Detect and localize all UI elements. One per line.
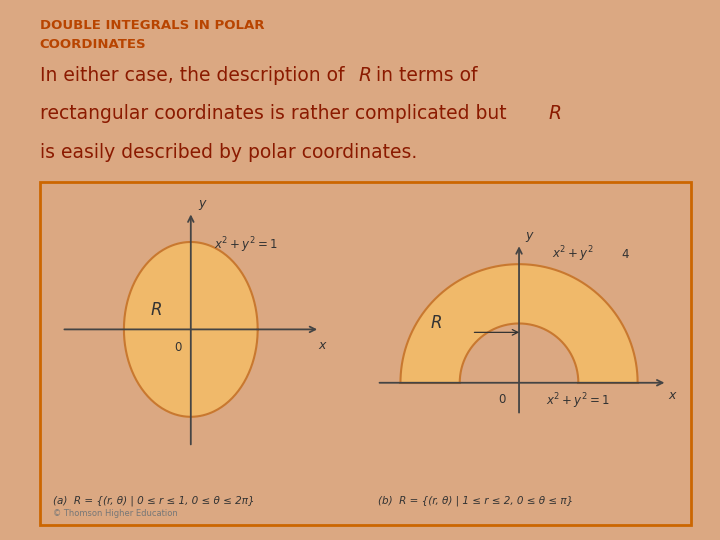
Polygon shape (124, 242, 258, 417)
Text: 4: 4 (621, 248, 629, 261)
Text: 0: 0 (174, 341, 181, 354)
Text: $x^2 + y^2 = 1$: $x^2 + y^2 = 1$ (546, 392, 609, 411)
Text: in terms of: in terms of (370, 66, 477, 85)
Text: COORDINATES: COORDINATES (40, 38, 146, 51)
Polygon shape (400, 264, 638, 383)
Text: R: R (359, 66, 372, 85)
Text: y: y (199, 197, 206, 210)
Text: R: R (549, 104, 562, 123)
Text: $x^2 + y^2 = 1$: $x^2 + y^2 = 1$ (214, 235, 277, 255)
Text: x: x (318, 339, 325, 352)
Text: $x^2 + y^2$: $x^2 + y^2$ (552, 244, 593, 264)
Text: y: y (525, 228, 532, 241)
Text: x: x (668, 389, 676, 402)
Text: R: R (431, 314, 442, 333)
Text: © Thomson Higher Education: © Thomson Higher Education (53, 509, 177, 518)
Text: 0: 0 (499, 394, 506, 407)
Text: In either case, the description of: In either case, the description of (40, 66, 350, 85)
Text: R: R (151, 301, 162, 319)
Text: (a)  R = {(r, θ) | 0 ≤ r ≤ 1, 0 ≤ θ ≤ 2π}: (a) R = {(r, θ) | 0 ≤ r ≤ 1, 0 ≤ θ ≤ 2π} (53, 496, 254, 506)
Text: rectangular coordinates is rather complicated but: rectangular coordinates is rather compli… (40, 104, 512, 123)
Text: (b)  R = {(r, θ) | 1 ≤ r ≤ 2, 0 ≤ θ ≤ π}: (b) R = {(r, θ) | 1 ≤ r ≤ 2, 0 ≤ θ ≤ π} (379, 496, 574, 506)
Text: is easily described by polar coordinates.: is easily described by polar coordinates… (40, 143, 417, 162)
Text: DOUBLE INTEGRALS IN POLAR: DOUBLE INTEGRALS IN POLAR (40, 19, 264, 32)
